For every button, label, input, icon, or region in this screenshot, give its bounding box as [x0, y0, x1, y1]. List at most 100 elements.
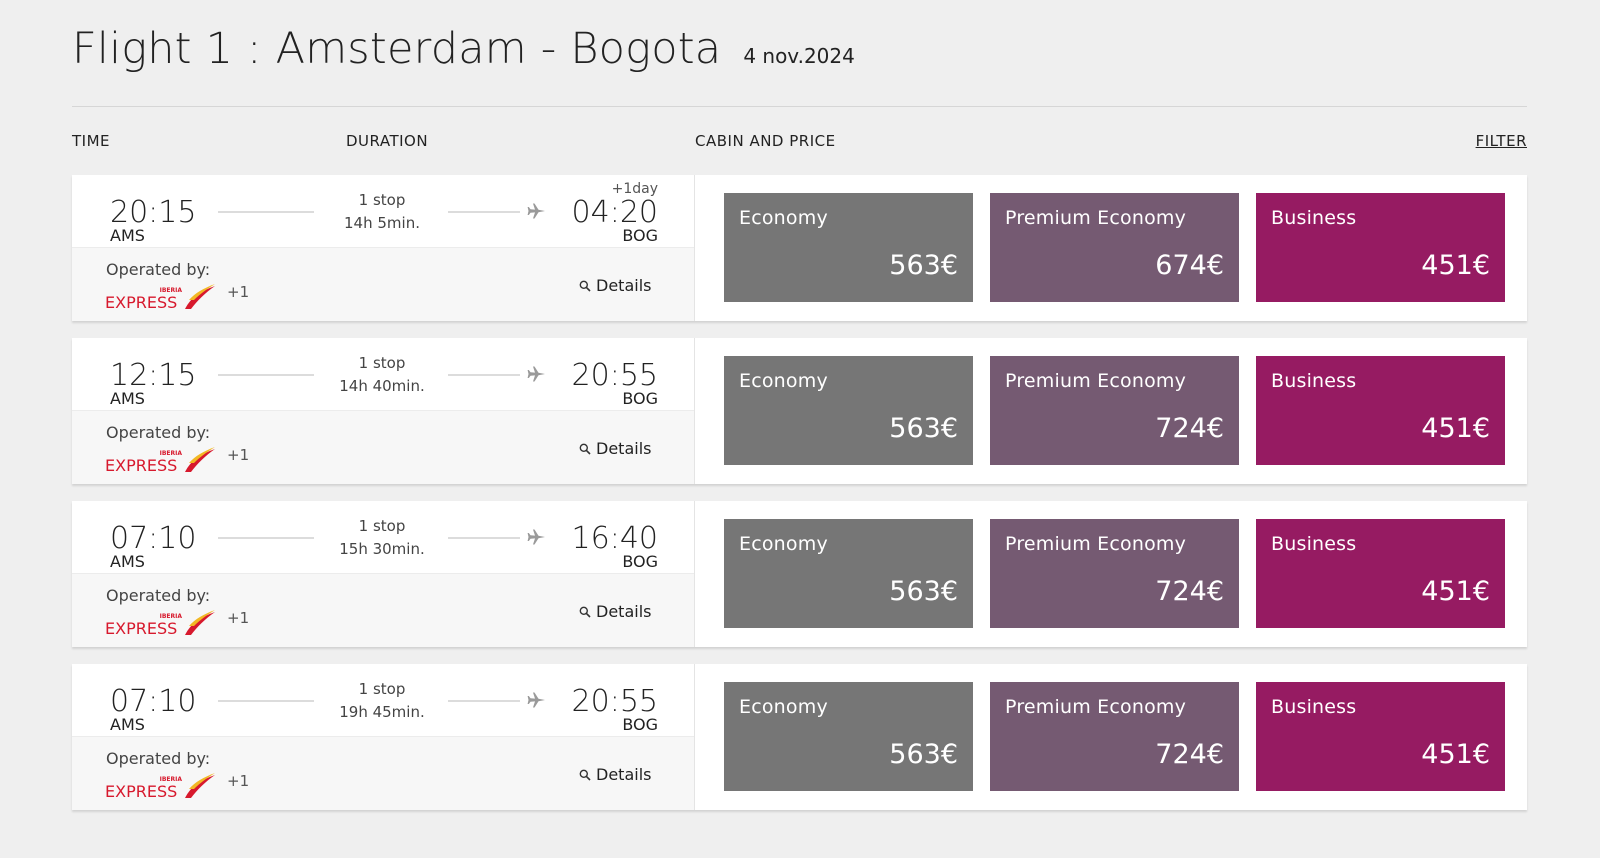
additional-operators: +1 — [227, 609, 250, 627]
airplane-icon — [527, 366, 545, 382]
arrival-time: 04:20 — [571, 195, 658, 230]
operator-section: Operated by: IBERIA EXPRESS +1 Details — [72, 736, 694, 810]
cabin-name: Economy — [739, 370, 828, 392]
departure-airport: AMS — [110, 552, 145, 571]
flight-info: 20:15 AMS 1 stop 14h 5min. +1day 04:20 B… — [72, 175, 694, 321]
filter-link[interactable]: FILTER — [1475, 132, 1527, 150]
cabin-economy-button[interactable]: Economy 563€ — [724, 356, 973, 465]
iberia-express-logo: IBERIA EXPRESS — [105, 284, 215, 311]
column-header-cabin: CABIN AND PRICE — [695, 132, 836, 150]
operated-by-label: Operated by: — [106, 423, 211, 442]
airplane-icon — [527, 203, 545, 219]
cabin-name: Premium Economy — [1005, 696, 1187, 718]
flight-times: 12:15 AMS 1 stop 14h 40min. 20:55 BOG — [72, 338, 694, 410]
column-header-time: TIME — [72, 132, 111, 150]
cabin-price: 451€ — [1421, 576, 1490, 607]
departure-airport: AMS — [110, 226, 145, 245]
flight-card: 12:15 AMS 1 stop 14h 40min. 20:55 BOG Op… — [72, 338, 1527, 484]
details-link[interactable]: Details — [579, 276, 651, 295]
flight-duration: 14h 5min. — [344, 214, 420, 232]
details-label: Details — [596, 765, 652, 784]
cabin-name: Economy — [739, 207, 828, 229]
route-line — [218, 211, 314, 213]
stops-count: 1 stop — [358, 680, 406, 698]
search-icon — [579, 443, 591, 455]
cabin-business-button[interactable]: Business 451€ — [1256, 193, 1505, 302]
flight-duration: 19h 45min. — [339, 703, 425, 721]
flight-info: 07:10 AMS 1 stop 19h 45min. 20:55 BOG Op… — [72, 664, 694, 810]
search-icon — [579, 280, 591, 292]
arrival-airport: BOG — [622, 226, 658, 245]
logo-brand-text: IBERIA — [160, 450, 183, 457]
flight-card: 07:10 AMS 1 stop 15h 30min. 16:40 BOG Op… — [72, 501, 1527, 647]
cabin-business-button[interactable]: Business 451€ — [1256, 356, 1505, 465]
details-link[interactable]: Details — [579, 602, 651, 621]
cabin-price: 724€ — [1155, 413, 1224, 444]
operated-by-label: Operated by: — [106, 749, 211, 768]
airplane-icon — [527, 529, 545, 545]
card-separator — [694, 338, 695, 484]
cabin-premium-economy-button[interactable]: Premium Economy 674€ — [990, 193, 1239, 302]
logo-brand-text: IBERIA — [160, 776, 183, 783]
card-separator — [694, 175, 695, 321]
logo-brand-text: IBERIA — [160, 287, 183, 294]
cabin-premium-economy-button[interactable]: Premium Economy 724€ — [990, 519, 1239, 628]
cabin-economy-button[interactable]: Economy 563€ — [724, 193, 973, 302]
column-header-duration: DURATION — [346, 132, 429, 150]
cabin-price: 451€ — [1421, 250, 1490, 281]
departure-time: 07:10 — [110, 684, 197, 719]
cabin-price: 563€ — [889, 739, 958, 770]
stops-count: 1 stop — [358, 191, 406, 209]
details-link[interactable]: Details — [579, 439, 651, 458]
departure-airport: AMS — [110, 715, 145, 734]
iberia-express-logo: IBERIA EXPRESS — [105, 773, 215, 800]
departure-time: 07:10 — [110, 521, 197, 556]
route-line — [218, 374, 314, 376]
details-label: Details — [596, 439, 652, 458]
cabin-premium-economy-button[interactable]: Premium Economy 724€ — [990, 682, 1239, 791]
logo-express-text: EXPRESS — [105, 456, 177, 474]
cabin-business-button[interactable]: Business 451€ — [1256, 682, 1505, 791]
cabin-name: Business — [1271, 207, 1357, 229]
route-line — [448, 374, 520, 376]
logo-express-text: EXPRESS — [105, 782, 177, 800]
cabin-economy-button[interactable]: Economy 563€ — [724, 682, 973, 791]
cabin-price: 563€ — [889, 413, 958, 444]
route-line — [448, 211, 520, 213]
cabin-price: 724€ — [1155, 576, 1224, 607]
page-title: Flight 1 : Amsterdam - Bogota — [72, 24, 722, 74]
departure-airport: AMS — [110, 389, 145, 408]
cabin-economy-button[interactable]: Economy 563€ — [724, 519, 973, 628]
additional-operators: +1 — [227, 283, 250, 301]
stops-count: 1 stop — [358, 354, 406, 372]
cabin-price: 674€ — [1155, 250, 1224, 281]
cabin-price: 451€ — [1421, 739, 1490, 770]
flight-duration: 15h 30min. — [339, 540, 425, 558]
additional-operators: +1 — [227, 446, 250, 464]
flight-duration: 14h 40min. — [339, 377, 425, 395]
stops-count: 1 stop — [358, 517, 406, 535]
cabin-name: Business — [1271, 696, 1357, 718]
route-line — [218, 537, 314, 539]
iberia-express-logo: IBERIA EXPRESS — [105, 447, 215, 474]
search-icon — [579, 606, 591, 618]
details-label: Details — [596, 602, 652, 621]
cabin-price: 724€ — [1155, 739, 1224, 770]
operator-section: Operated by: IBERIA EXPRESS +1 Details — [72, 573, 694, 647]
details-label: Details — [596, 276, 652, 295]
operated-by-label: Operated by: — [106, 260, 211, 279]
flight-times: 20:15 AMS 1 stop 14h 5min. +1day 04:20 B… — [72, 175, 694, 247]
iberia-express-logo: IBERIA EXPRESS — [105, 610, 215, 637]
arrival-airport: BOG — [622, 715, 658, 734]
details-link[interactable]: Details — [579, 765, 651, 784]
logo-brand-text: IBERIA — [160, 613, 183, 620]
next-day-indicator: +1day — [611, 181, 658, 197]
airplane-icon — [527, 692, 545, 708]
flight-card: 07:10 AMS 1 stop 19h 45min. 20:55 BOG Op… — [72, 664, 1527, 810]
arrival-airport: BOG — [622, 389, 658, 408]
cabin-business-button[interactable]: Business 451€ — [1256, 519, 1505, 628]
arrival-time: 20:55 — [571, 358, 658, 393]
operator-section: Operated by: IBERIA EXPRESS +1 Details — [72, 410, 694, 484]
departure-time: 20:15 — [110, 195, 197, 230]
cabin-premium-economy-button[interactable]: Premium Economy 724€ — [990, 356, 1239, 465]
